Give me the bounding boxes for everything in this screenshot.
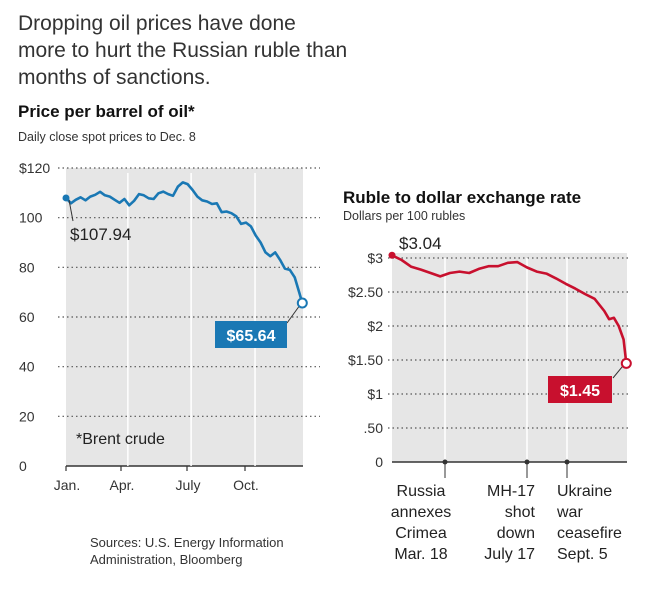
- ruble-y-tick-label: $1.50: [348, 352, 383, 368]
- ruble-event-label: Sept. 5: [557, 546, 608, 563]
- oil-y-tick-label: $120: [19, 160, 50, 176]
- ruble-y-tick-label: .50: [364, 420, 384, 436]
- ruble-event-marker: [524, 459, 530, 465]
- oil-x-tick-label: Jan.: [54, 477, 80, 493]
- source-note: Sources: U.S. Energy Information Adminis…: [90, 535, 284, 567]
- oil-start-value-label: $107.94: [70, 225, 131, 244]
- ruble-event-marker: [442, 459, 448, 465]
- oil-y-tick-label: 20: [19, 408, 35, 424]
- oil-footnote: *Brent crude: [76, 431, 165, 448]
- ruble-event-label: Crimea: [395, 525, 447, 542]
- ruble-event-label: July 17: [484, 546, 535, 563]
- ruble-event-label: MH-17: [487, 483, 535, 500]
- oil-chart-title: Price per barrel of oil*: [18, 102, 195, 121]
- ruble-event-label: ceasefire: [557, 525, 622, 542]
- oil-y-tick-label: 0: [19, 458, 27, 474]
- oil-end-point: [296, 297, 308, 309]
- ruble-event-label: Russia: [397, 483, 446, 500]
- oil-end-leader: [286, 305, 300, 324]
- ruble-chart-title: Ruble to dollar exchange rate: [343, 188, 582, 207]
- ruble-end-value-label: $1.45: [560, 383, 600, 400]
- oil-y-tick-label: 100: [19, 210, 43, 226]
- headline: Dropping oil prices have done more to hu…: [18, 12, 348, 89]
- oil-start-leader: [68, 199, 74, 222]
- ruble-y-tick-label: $2.50: [348, 284, 383, 300]
- oil-y-tick-label: 80: [19, 259, 35, 275]
- ruble-event-marker: [564, 459, 570, 465]
- ruble-start-value-label: $3.04: [399, 234, 442, 253]
- ruble-event-label: shot: [505, 504, 536, 521]
- oil-price-line: [65, 181, 304, 304]
- ruble-y-tick-label: $2: [367, 318, 383, 334]
- oil-end-value-label: $65.64: [227, 328, 276, 345]
- ruble-event-label: Ukraine: [557, 483, 612, 500]
- ruble-event-label: Mar. 18: [394, 546, 447, 563]
- ruble-end-point: [620, 357, 632, 369]
- oil-y-tick-label: 40: [19, 359, 35, 375]
- ruble-event-label: war: [556, 504, 583, 521]
- ruble-event-label: down: [497, 525, 535, 542]
- ruble-plot-area: [392, 253, 627, 462]
- oil-end-value-box: [215, 321, 287, 348]
- oil-chart-subtitle: Daily close spot prices to Dec. 8: [18, 130, 196, 144]
- ruble-end-value-box: [548, 376, 612, 403]
- oil-x-tick-label: Apr.: [110, 477, 135, 493]
- oil-x-tick-label: Oct.: [233, 477, 259, 493]
- oil-start-point: [62, 194, 70, 202]
- ruble-start-point: [388, 251, 396, 259]
- ruble-event-label: annexes: [391, 504, 452, 521]
- oil-y-tick-label: 60: [19, 309, 35, 325]
- ruble-end-leader: [612, 365, 624, 379]
- ruble-y-tick-label: $3: [367, 250, 383, 266]
- ruble-rate-line: [391, 254, 628, 364]
- ruble-y-tick-label: 0: [375, 454, 383, 470]
- ruble-chart-subtitle: Dollars per 100 rubles: [343, 209, 466, 223]
- ruble-y-tick-label: $1: [367, 386, 383, 402]
- oil-x-tick-label: July: [176, 477, 201, 493]
